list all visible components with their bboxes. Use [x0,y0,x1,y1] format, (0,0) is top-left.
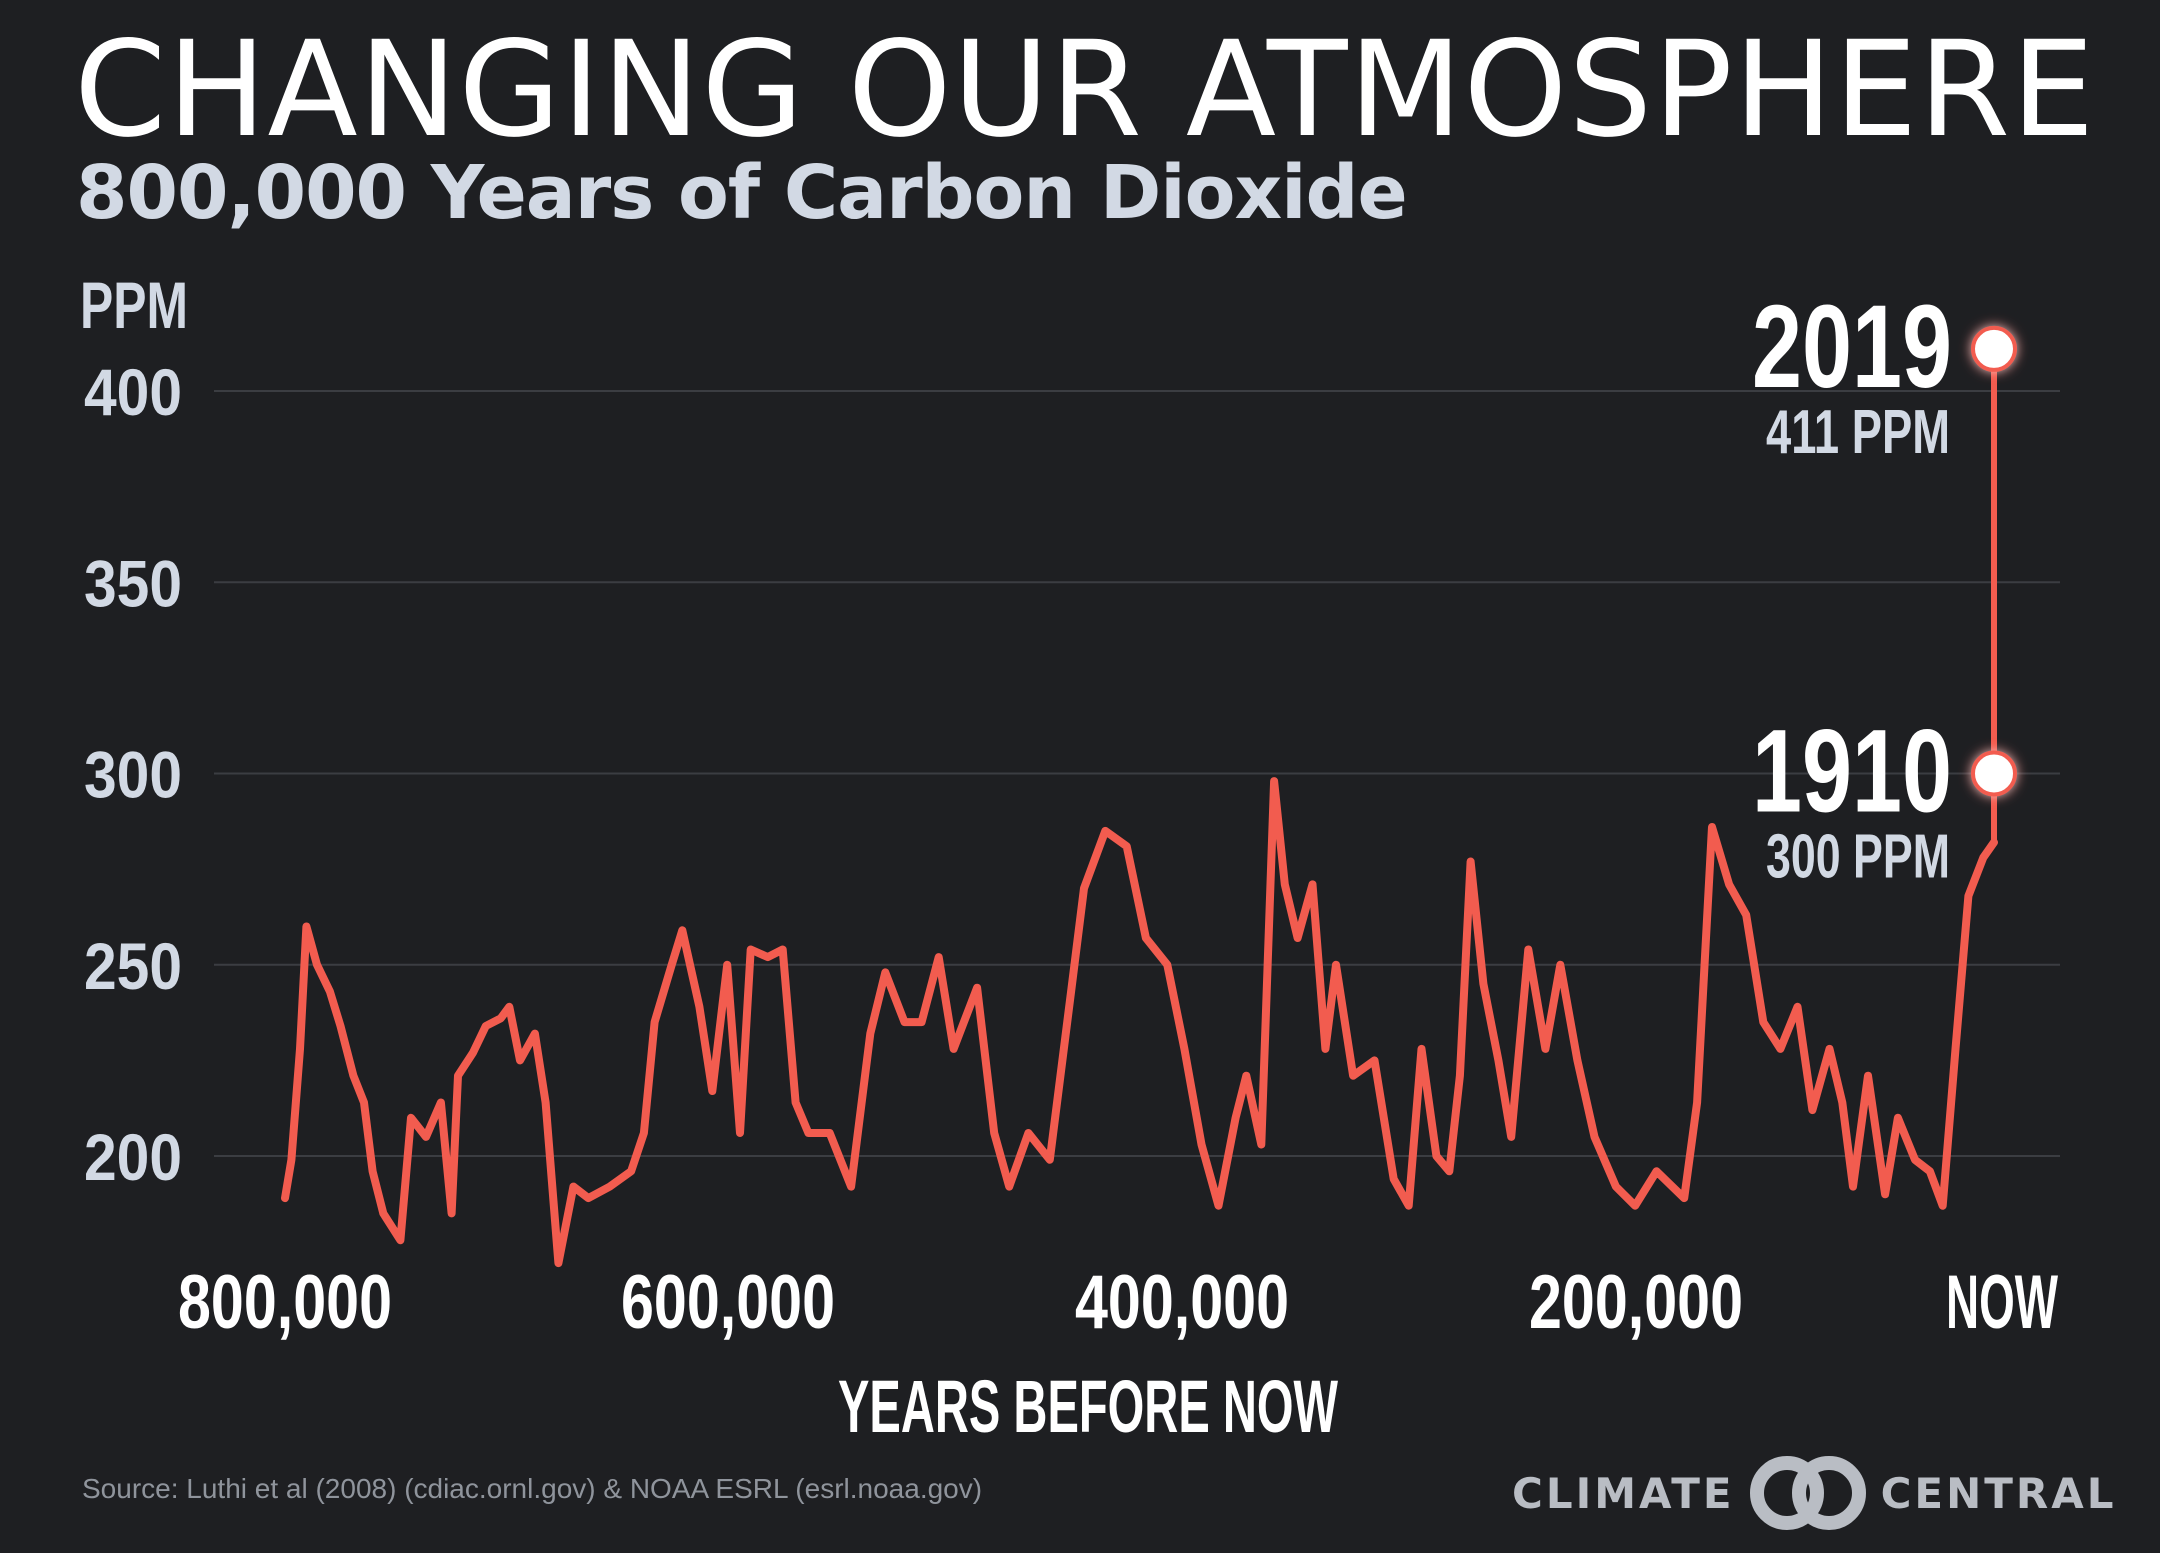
chart-title: CHANGING OUR ATMOSPHERE [74,13,2096,167]
co2-series-line [281,777,1998,1268]
source-citation: Source: Luthi et al (2008) (cdiac.ornl.g… [82,1473,983,1504]
y-tick-label: 350 [84,546,182,620]
x-tick-label: 800,000 [178,1260,392,1345]
climate-central-logo: CLIMATE CENTRAL [1512,1452,2117,1534]
y-tick-label: 300 [84,738,182,812]
logo-text-left: CLIMATE [1512,1468,1735,1518]
y-axis-label: PPM [80,268,188,342]
annotation-value: 300 PPM [1766,823,1950,892]
y-tick-label: 250 [84,929,182,1003]
chart-subtitle: 800,000 Years of Carbon Dioxide [76,150,1408,236]
y-tick-label: 200 [84,1120,182,1194]
linked-rings-icon [1749,1456,1866,1530]
x-axis-label: YEARS BEFORE NOW [838,1365,1338,1448]
annotation-year: 1910 [1752,706,1952,838]
annotation-value: 411 PPM [1766,398,1950,467]
x-tick-label: NOW [1946,1260,2058,1345]
annotation-marker-2019 [1971,325,2017,372]
y-tick-label: 400 [84,355,182,429]
x-tick-label: 600,000 [621,1260,835,1345]
annotation-year: 2019 [1752,281,1952,413]
x-tick-label: 400,000 [1075,1260,1289,1345]
x-tick-label: 200,000 [1529,1260,1743,1345]
annotation-marker-1910 [1971,750,2017,797]
logo-text-right: CENTRAL [1880,1468,2117,1518]
